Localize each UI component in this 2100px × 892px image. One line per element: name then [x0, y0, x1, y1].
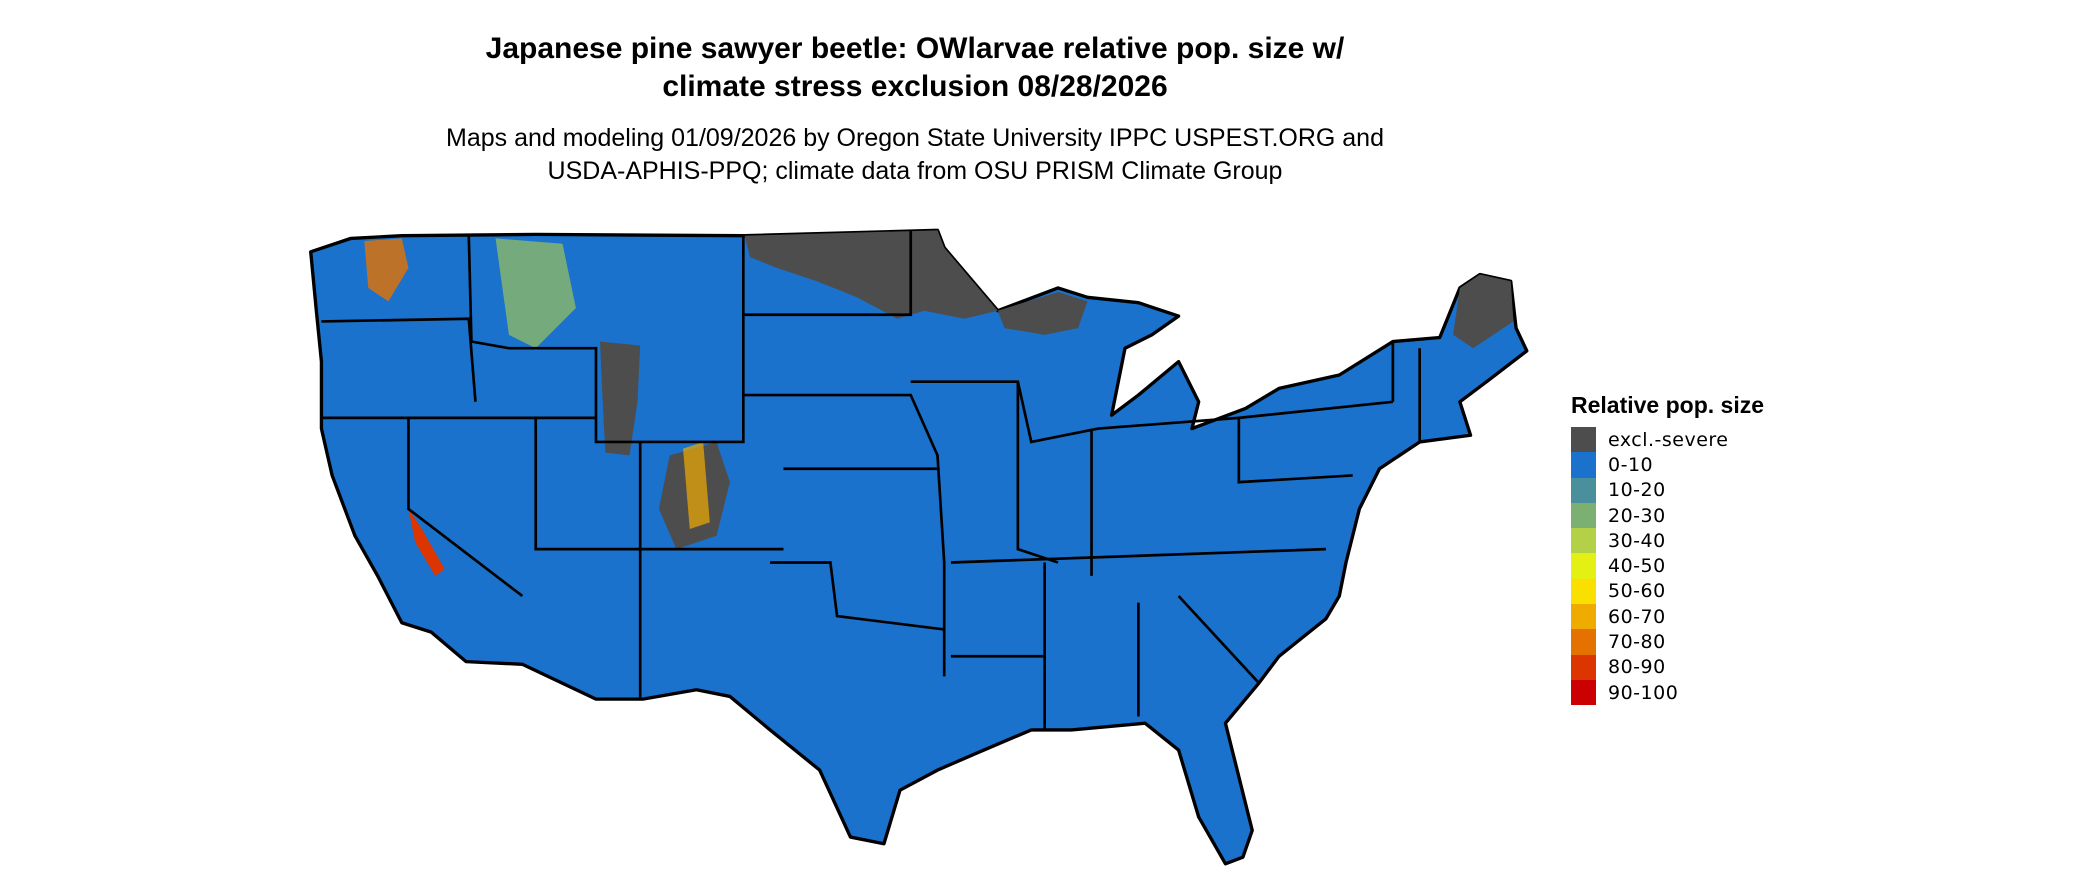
legend-swatch: [1571, 654, 1596, 680]
excluded-wyoming: [600, 341, 641, 456]
legend-label: 70-80: [1608, 631, 1666, 654]
legend-label: 20-30: [1608, 504, 1666, 527]
legend-item: excl.-severe: [1571, 427, 1764, 453]
excluded-maine: [1453, 274, 1514, 349]
legend-item: 0-10: [1571, 452, 1764, 478]
high-value-areas: [364, 238, 710, 576]
legend: Relative pop. size excl.-severe 0-10 10-20…: [1571, 392, 1765, 706]
map-subtitle-line1: Maps and modeling 01/09/2026 by Oregon S…: [446, 124, 1384, 152]
legend-item: 80-90: [1571, 654, 1764, 680]
legend-item: 20-30: [1571, 502, 1764, 529]
legend-swatch: [1571, 629, 1596, 655]
legend-item: 40-50: [1571, 553, 1764, 579]
legend-label: 30-40: [1608, 529, 1666, 552]
map-title-line1: Japanese pine sawyer beetle: OWlarvae re…: [485, 32, 1345, 65]
legend-swatch: [1571, 452, 1596, 478]
legend-swatch: [1571, 604, 1596, 630]
legend-swatch: [1571, 578, 1596, 605]
high-value-idaho: [364, 238, 409, 302]
map-title-line2: climate stress exclusion 08/28/2026: [662, 70, 1168, 103]
excluded-north-dakota-minnesota: [744, 230, 998, 319]
legend-label: excl.-severe: [1608, 428, 1729, 451]
map-subtitle-line2: USDA-APHIS-PPQ; climate data from OSU PR…: [547, 157, 1283, 185]
legend-label: 50-60: [1608, 580, 1666, 603]
high-value-montana: [495, 238, 576, 349]
legend-title: Relative pop. size: [1571, 392, 1765, 418]
legend-swatch: [1571, 553, 1596, 579]
legend-item: 70-80: [1571, 629, 1764, 655]
legend-item: 30-40: [1571, 528, 1764, 554]
legend-label: 0-10: [1608, 453, 1654, 476]
legend-label: 40-50: [1608, 555, 1666, 578]
legend-item: 90-100: [1571, 679, 1764, 706]
legend-swatch: [1571, 502, 1596, 529]
legend-swatch: [1571, 679, 1596, 706]
legend-label: 60-70: [1608, 605, 1666, 628]
legend-item: 50-60: [1571, 578, 1764, 605]
state-borders: [321, 230, 1421, 730]
high-value-colorado: [683, 441, 710, 530]
us-outline: [309, 228, 1529, 866]
high-value-sierra: [408, 508, 445, 576]
legend-swatch: [1571, 477, 1596, 503]
legend-label: 90-100: [1608, 681, 1679, 704]
legend-label: 80-90: [1608, 656, 1666, 679]
legend-item: 60-70: [1571, 604, 1764, 630]
legend-label: 10-20: [1608, 479, 1666, 502]
legend-item: 10-20: [1571, 477, 1764, 503]
excluded-upper-michigan: [997, 291, 1088, 335]
legend-swatch: [1571, 427, 1596, 453]
legend-swatch: [1571, 528, 1596, 554]
